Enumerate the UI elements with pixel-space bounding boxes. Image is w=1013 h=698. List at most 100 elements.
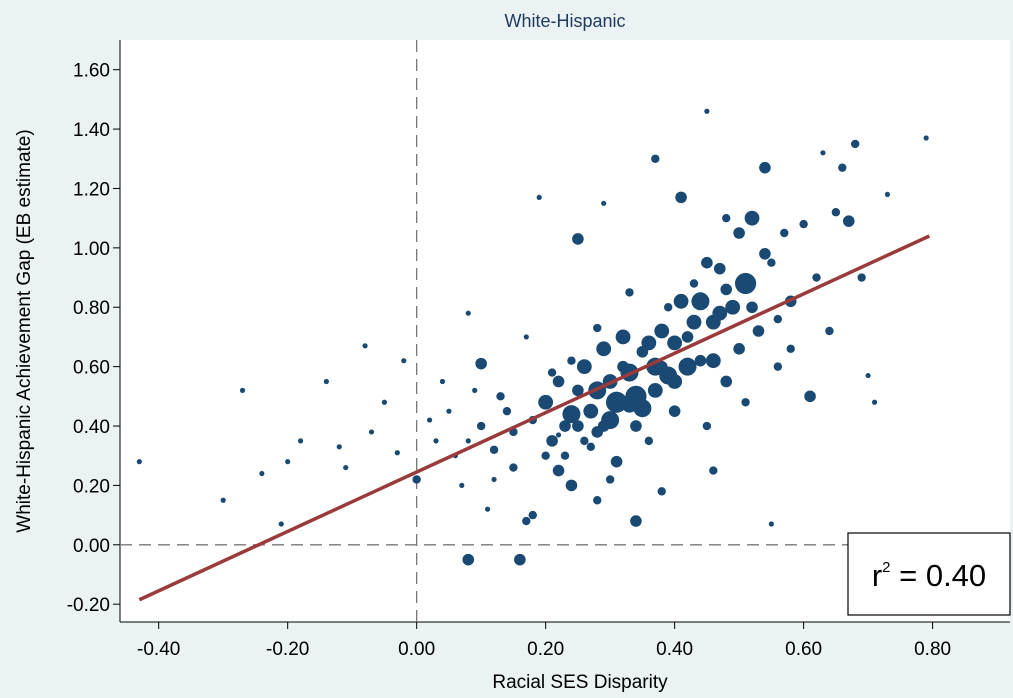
- plot-area: [120, 40, 1010, 622]
- data-point: [538, 394, 554, 410]
- data-point: [746, 301, 758, 314]
- data-point: [475, 357, 487, 370]
- chart-title: White-Hispanic: [504, 11, 625, 31]
- data-point: [514, 553, 526, 566]
- data-point: [842, 215, 855, 227]
- data-point: [567, 356, 576, 365]
- data-point: [381, 399, 388, 405]
- data-point: [759, 247, 771, 260]
- data-point: [733, 227, 745, 239]
- data-point: [804, 390, 816, 403]
- data-point: [572, 233, 584, 245]
- data-point: [605, 475, 615, 484]
- data-point: [610, 455, 623, 468]
- y-tick-label: 0.20: [73, 476, 110, 497]
- data-point: [651, 154, 660, 163]
- data-point: [702, 421, 712, 431]
- y-tick-label: 1.00: [73, 239, 110, 260]
- data-point: [362, 343, 368, 349]
- data-point: [681, 331, 694, 343]
- data-point: [586, 442, 595, 452]
- data-point: [678, 357, 697, 376]
- data-point: [552, 375, 565, 388]
- r2-box: [847, 532, 1011, 616]
- data-point: [663, 303, 673, 312]
- x-tick-label: 0.20: [527, 639, 564, 660]
- y-tick-label: 0.00: [73, 536, 110, 557]
- data-point: [773, 314, 783, 324]
- data-point: [583, 403, 599, 419]
- data-point: [668, 405, 681, 417]
- x-tick-label: 0.60: [785, 639, 822, 660]
- data-point: [459, 482, 465, 489]
- data-point: [851, 139, 860, 149]
- data-point: [394, 450, 400, 456]
- data-point: [812, 273, 821, 282]
- data-point: [489, 445, 499, 454]
- data-point: [722, 213, 731, 223]
- y-tick-label: 0.80: [73, 298, 110, 319]
- data-point: [741, 398, 750, 407]
- data-point: [522, 516, 531, 526]
- data-point: [496, 392, 505, 401]
- data-point: [596, 341, 612, 357]
- data-point: [865, 372, 871, 379]
- data-point: [433, 438, 439, 444]
- data-point: [547, 368, 557, 377]
- data-point: [667, 335, 683, 351]
- data-point: [838, 163, 847, 172]
- data-point: [744, 210, 760, 226]
- data-point: [768, 521, 774, 527]
- data-point: [426, 417, 433, 423]
- data-point: [705, 353, 721, 369]
- data-point: [625, 288, 634, 297]
- data-point: [701, 256, 713, 269]
- data-point: [528, 510, 537, 520]
- data-point: [673, 293, 689, 309]
- data-point: [709, 466, 718, 475]
- data-point: [509, 463, 518, 472]
- data-point: [820, 150, 826, 156]
- fit-line: [138, 234, 931, 602]
- data-point: [572, 420, 584, 432]
- data-point: [720, 283, 733, 296]
- data-point: [552, 464, 565, 477]
- data-point: [462, 553, 475, 566]
- data-point: [605, 391, 628, 413]
- data-point: [239, 387, 246, 393]
- data-point: [576, 359, 592, 375]
- data-point: [220, 497, 226, 503]
- data-point: [786, 344, 795, 354]
- data-point: [752, 325, 765, 337]
- x-tick-label: 0.80: [914, 639, 951, 660]
- data-point: [580, 436, 589, 446]
- data-point: [559, 420, 571, 432]
- data-point: [439, 378, 446, 385]
- data-point: [799, 219, 808, 229]
- y-axis-title: White-Hispanic Achievement Gap (EB estim…: [14, 129, 35, 532]
- data-point: [630, 515, 642, 527]
- data-point: [259, 470, 265, 477]
- data-point: [336, 444, 342, 450]
- data-point: [725, 299, 741, 315]
- data-point: [647, 382, 663, 398]
- data-point: [562, 405, 581, 424]
- data-point: [759, 161, 771, 174]
- x-tick-label: -0.40: [137, 639, 180, 660]
- y-tick-label: 0.40: [73, 417, 110, 438]
- data-points: [136, 108, 929, 566]
- data-point: [689, 279, 699, 288]
- data-point: [686, 314, 702, 330]
- data-point: [734, 272, 757, 295]
- data-point: [593, 323, 602, 333]
- data-point: [713, 262, 726, 275]
- data-point: [502, 406, 512, 416]
- r2-label: r2 = 0.40: [872, 558, 986, 593]
- data-point: [641, 335, 657, 351]
- data-point: [633, 399, 652, 418]
- y-tick-label: 0.60: [73, 358, 110, 379]
- x-tick-label: 0.00: [398, 639, 435, 660]
- x-tick-label: 0.40: [656, 639, 693, 660]
- data-point: [572, 384, 584, 397]
- x-axis-title: Racial SES Disparity: [492, 672, 668, 693]
